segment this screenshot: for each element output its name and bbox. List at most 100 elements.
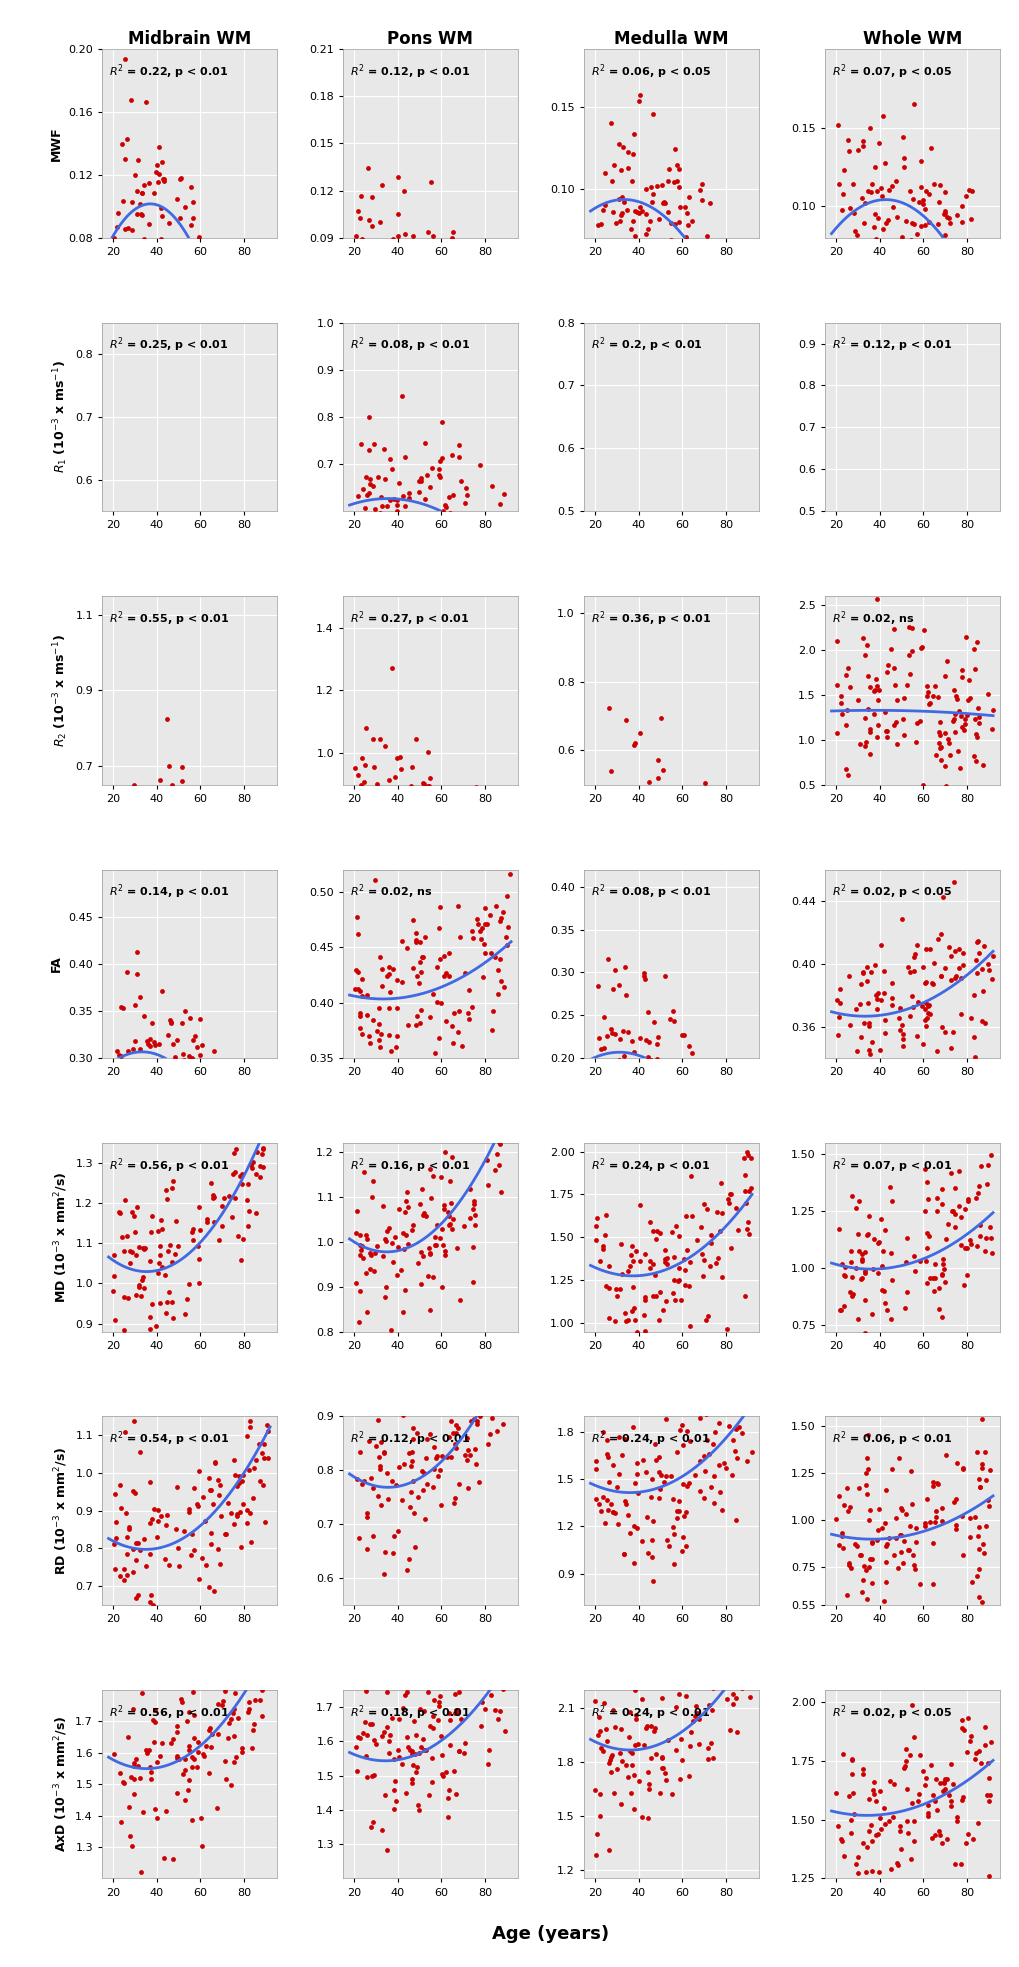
Point — [622, 1735, 638, 1766]
Point — [223, 240, 239, 271]
Point — [926, 513, 943, 545]
Point — [684, 789, 700, 820]
Point — [917, 1245, 933, 1277]
Point — [436, 490, 452, 521]
Point — [144, 1007, 160, 1039]
Point — [250, 789, 266, 820]
Point — [252, 1465, 268, 1497]
Point — [684, 1200, 700, 1231]
Point — [919, 997, 935, 1029]
Point — [629, 789, 645, 820]
Point — [653, 1753, 669, 1784]
Point — [680, 1062, 696, 1094]
Point — [178, 1062, 195, 1094]
Point — [864, 1062, 880, 1094]
Point — [620, 1304, 636, 1336]
Point — [868, 1524, 884, 1556]
Point — [198, 1731, 214, 1762]
Point — [631, 789, 647, 820]
Point — [718, 513, 735, 545]
Point — [192, 1214, 208, 1245]
Point — [863, 1027, 879, 1058]
Point — [120, 1513, 137, 1544]
Point — [147, 789, 163, 820]
Point — [361, 1027, 377, 1058]
Point — [116, 1768, 132, 1800]
Point — [232, 1670, 249, 1701]
Point — [959, 1701, 975, 1733]
Point — [900, 612, 916, 643]
Point — [419, 1676, 435, 1707]
Text: $R^2$ = 0.18, p < 0.01: $R^2$ = 0.18, p < 0.01 — [350, 1703, 470, 1721]
Point — [157, 1174, 173, 1206]
Point — [138, 789, 154, 820]
Point — [845, 513, 861, 545]
Point — [418, 1735, 434, 1766]
Point — [604, 1495, 621, 1526]
Point — [882, 171, 899, 203]
Point — [176, 995, 193, 1027]
Point — [486, 513, 502, 545]
Point — [217, 513, 233, 545]
Point — [501, 858, 518, 889]
Point — [608, 234, 625, 266]
Point — [251, 1428, 267, 1460]
Point — [488, 1414, 504, 1446]
Point — [916, 1770, 932, 1802]
Point — [891, 1882, 907, 1914]
Point — [849, 1530, 865, 1562]
Point — [934, 1766, 951, 1798]
Text: $R^2$ = 0.25, p < 0.01: $R^2$ = 0.25, p < 0.01 — [109, 336, 228, 354]
Point — [187, 1021, 204, 1052]
Point — [259, 789, 275, 820]
Point — [257, 789, 273, 820]
Point — [470, 789, 486, 820]
Point — [932, 513, 949, 545]
Point — [434, 443, 450, 474]
Point — [129, 1528, 146, 1560]
Point — [202, 513, 218, 545]
Point — [133, 513, 150, 545]
Point — [588, 1446, 604, 1477]
Point — [628, 1703, 644, 1735]
Point — [968, 692, 984, 724]
Point — [839, 759, 855, 791]
Point — [680, 513, 696, 545]
Point — [636, 964, 652, 995]
Point — [248, 1656, 264, 1688]
Point — [619, 789, 635, 820]
Point — [374, 1190, 390, 1222]
Point — [158, 513, 174, 545]
Point — [163, 513, 179, 545]
Point — [854, 126, 870, 157]
Point — [145, 1589, 161, 1621]
Point — [856, 513, 872, 545]
Point — [720, 1410, 737, 1442]
Point — [155, 1332, 171, 1363]
Point — [611, 1273, 628, 1304]
Point — [419, 1467, 435, 1499]
Point — [469, 789, 485, 820]
Point — [125, 769, 142, 801]
Point — [230, 1062, 247, 1094]
Point — [668, 1503, 685, 1534]
Point — [629, 1513, 645, 1544]
Point — [414, 240, 430, 271]
Point — [154, 1251, 170, 1282]
Point — [127, 1025, 144, 1056]
Point — [377, 464, 393, 496]
Point — [684, 1062, 700, 1094]
Point — [499, 789, 516, 820]
Point — [980, 1212, 997, 1243]
Point — [931, 240, 948, 271]
Point — [203, 1473, 219, 1505]
Point — [252, 1668, 268, 1699]
Point — [915, 1196, 931, 1227]
Point — [711, 789, 728, 820]
Point — [951, 513, 967, 545]
Point — [961, 1223, 977, 1255]
Point — [872, 1204, 889, 1235]
Point — [176, 789, 193, 820]
Point — [437, 240, 453, 271]
Point — [902, 224, 918, 256]
